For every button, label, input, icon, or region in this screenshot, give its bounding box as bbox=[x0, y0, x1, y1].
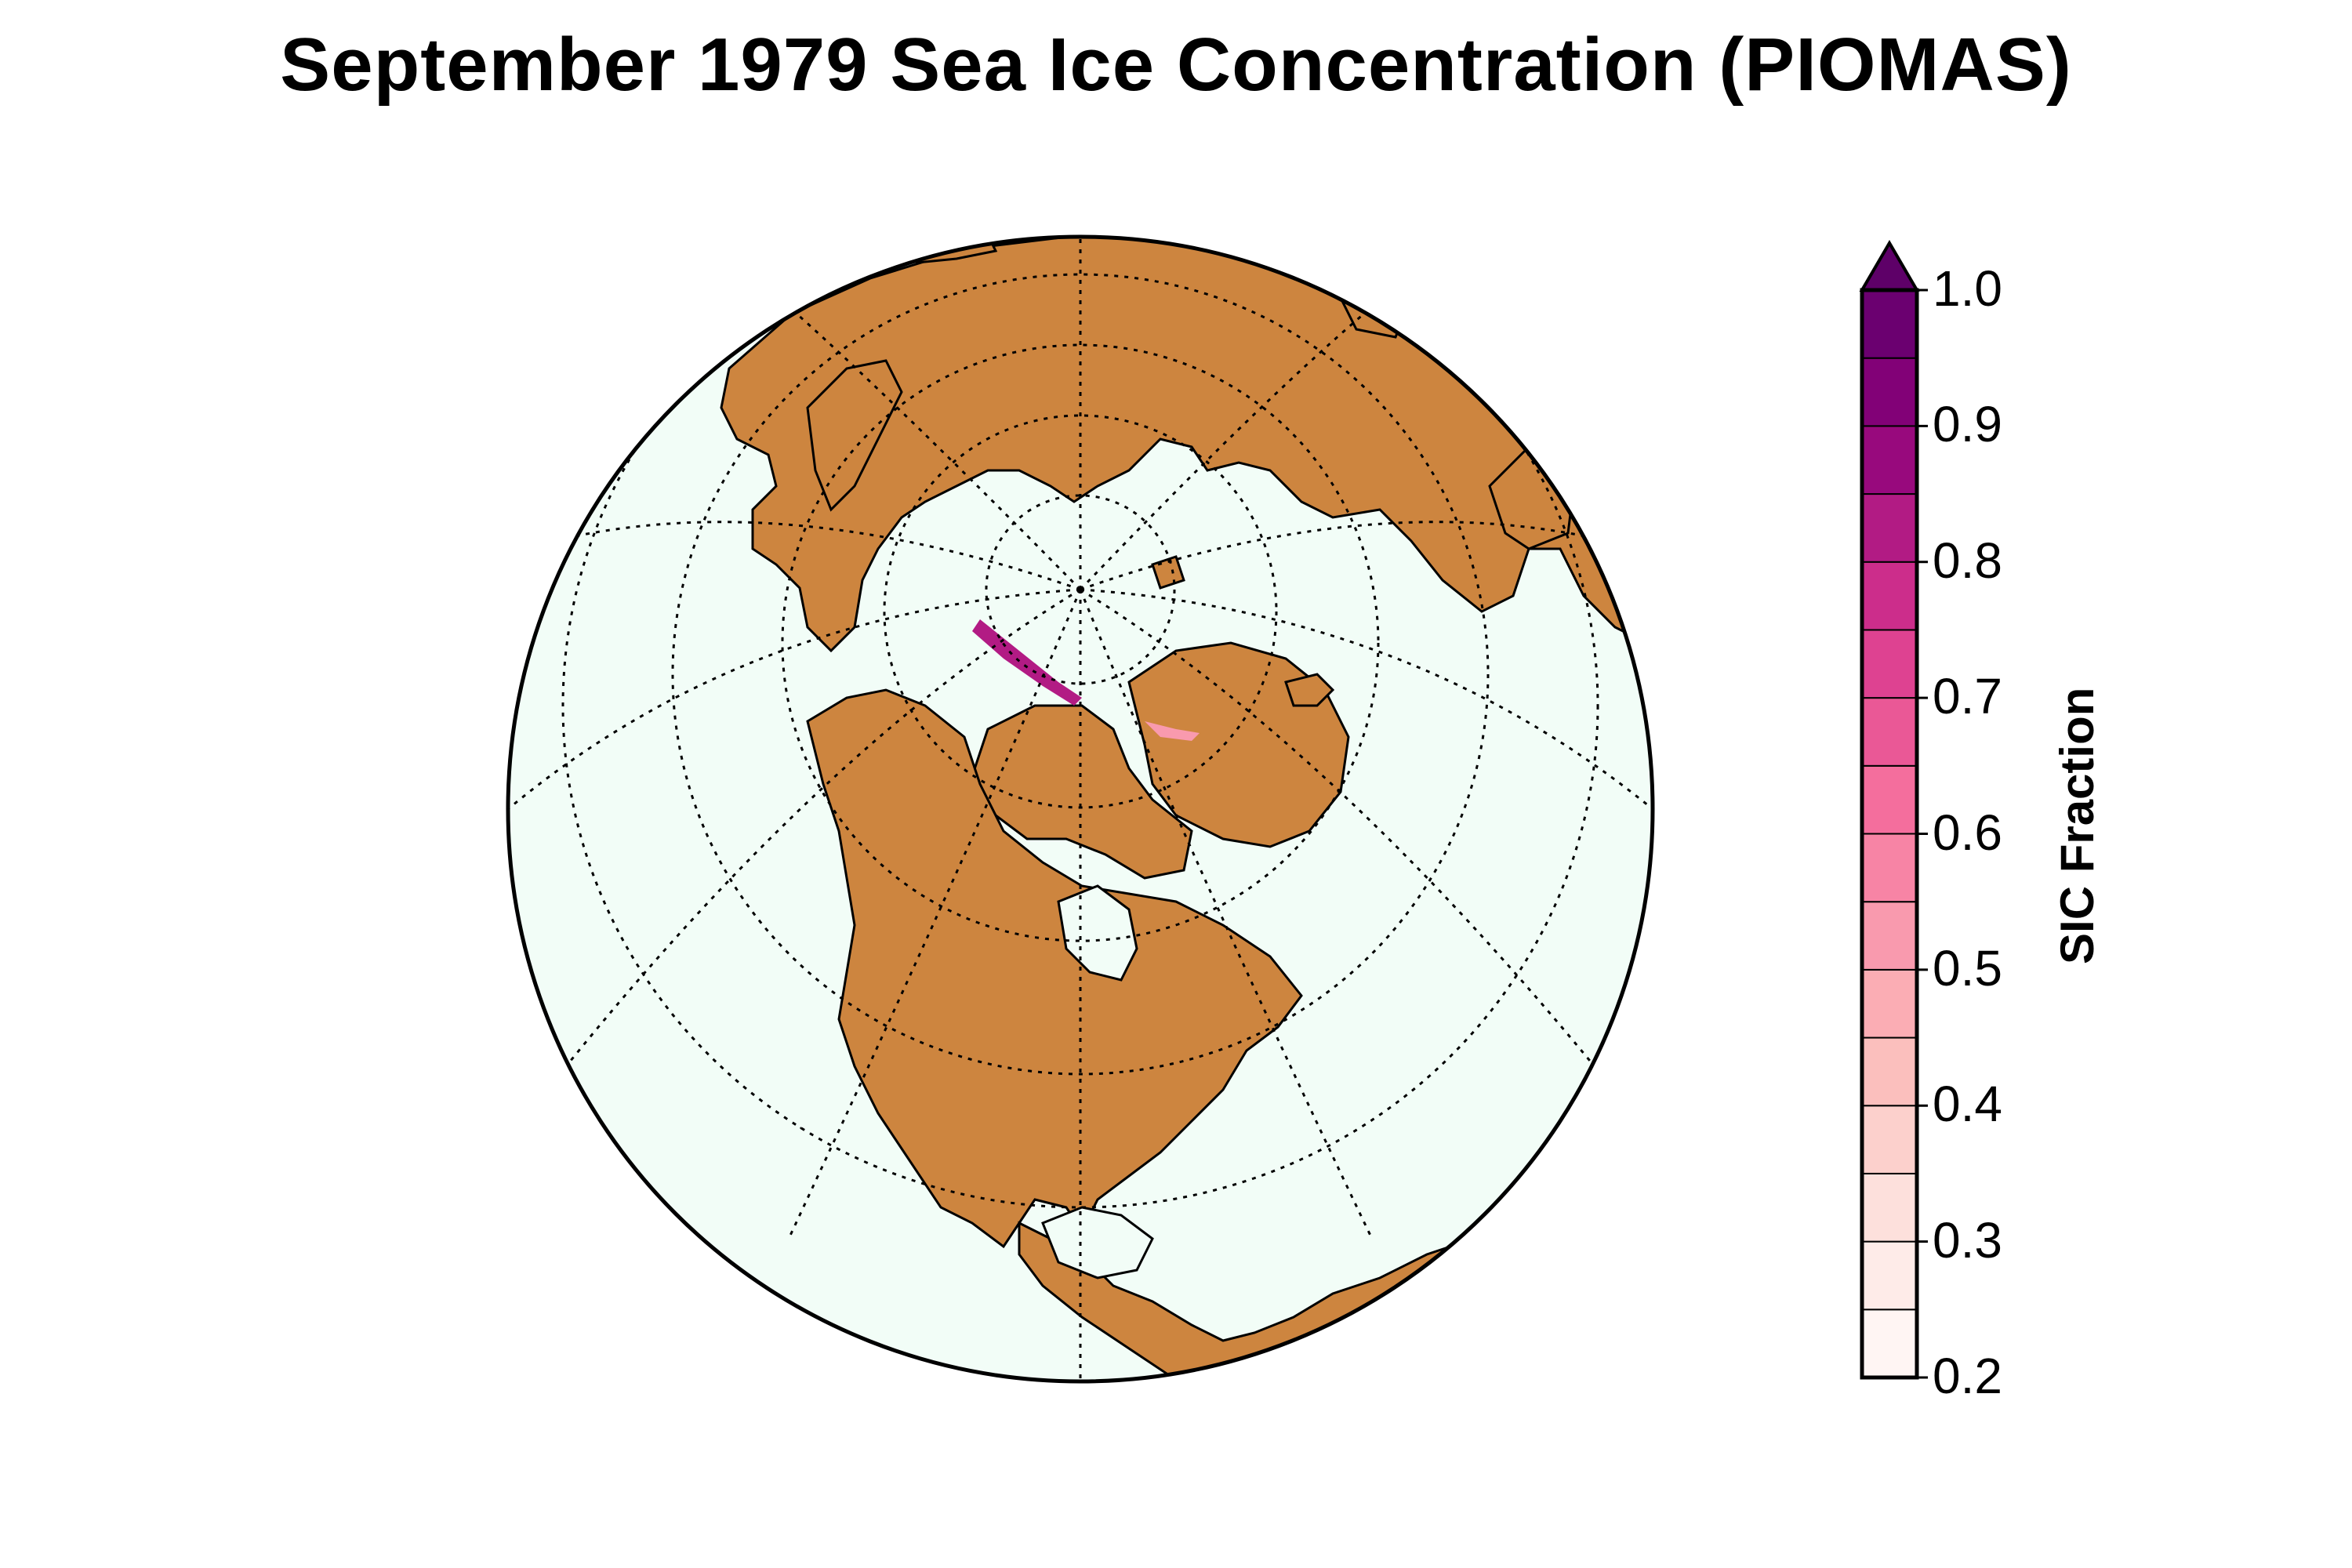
meridian-m120 bbox=[553, 521, 1081, 591]
colorbar-segment bbox=[1861, 1240, 1918, 1311]
colorbar bbox=[1859, 240, 1928, 1380]
globe-outline bbox=[506, 234, 1655, 1384]
colorbar-tick-label: 0.3 bbox=[1933, 1211, 2002, 1269]
colorbar-segment bbox=[1861, 289, 1918, 359]
ice-strip bbox=[972, 619, 1082, 706]
colorbar-segment bbox=[1861, 833, 1918, 903]
colorbar-tick-label: 1.0 bbox=[1933, 260, 2002, 317]
colorbar-tick-label: 0.6 bbox=[1933, 804, 2002, 861]
colorbar-tick-label: 0.8 bbox=[1933, 532, 2002, 589]
land-iceland bbox=[1284, 673, 1335, 707]
latitude-circle-40 bbox=[561, 237, 1599, 1209]
colorbar-extend-triangle bbox=[1859, 240, 1920, 292]
meridian-m150 bbox=[795, 312, 1082, 591]
meridian-150 bbox=[1079, 312, 1365, 591]
colorbar-segment bbox=[1861, 901, 1918, 971]
colorbar-title: SIC Fraction bbox=[2051, 687, 2103, 964]
latitude-circle-50 bbox=[671, 273, 1490, 1076]
gulf-of-mexico bbox=[1041, 1206, 1154, 1279]
land-scandinavia bbox=[806, 359, 903, 512]
latitude-circle-60 bbox=[781, 343, 1380, 942]
land-north-america bbox=[806, 688, 1303, 1249]
colorbar-tick-label: 0.9 bbox=[1933, 396, 2002, 453]
graticule bbox=[508, 237, 1653, 1381]
hudson-bay bbox=[1057, 884, 1138, 982]
colorbar-segment bbox=[1861, 1308, 1918, 1378]
meridian-120 bbox=[1080, 521, 1608, 591]
meridian-m30 bbox=[787, 589, 1082, 1240]
colorbar-tick-label: 0.7 bbox=[1933, 668, 2002, 725]
colorbar-segment bbox=[1861, 357, 1918, 427]
land-archipelago bbox=[971, 704, 1193, 880]
sea-ice-concentration bbox=[972, 619, 1200, 741]
colorbar-segment bbox=[1861, 493, 1918, 563]
colorbar-segment bbox=[1861, 629, 1918, 699]
colorbar-segment bbox=[1861, 764, 1918, 835]
meridian-m90 bbox=[508, 588, 1081, 811]
chart-title: September 1979 Sea Ice Concentration (PI… bbox=[280, 23, 2072, 107]
meridian-m60 bbox=[552, 588, 1081, 1083]
meridian-90 bbox=[1080, 588, 1653, 811]
colorbar-tick-label: 0.4 bbox=[1933, 1076, 2002, 1133]
colorbar-segment bbox=[1861, 968, 1918, 1039]
meridian-60 bbox=[1080, 588, 1609, 1083]
colorbar-segment bbox=[1861, 1105, 1918, 1174]
colorbar-tick-label: 0.2 bbox=[1933, 1348, 2002, 1404]
colorbar-segment bbox=[1861, 561, 1918, 631]
colorbar-segment bbox=[1861, 1172, 1918, 1243]
colorbar-segment bbox=[1861, 697, 1918, 767]
colorbar-segment bbox=[1861, 425, 1918, 495]
colorbar-tick-label: 0.5 bbox=[1933, 939, 2002, 996]
latitude-circle-80 bbox=[985, 494, 1176, 685]
meridian-30 bbox=[1079, 589, 1374, 1240]
colorbar-segment bbox=[1861, 1036, 1918, 1107]
ice-strip bbox=[1145, 721, 1200, 741]
